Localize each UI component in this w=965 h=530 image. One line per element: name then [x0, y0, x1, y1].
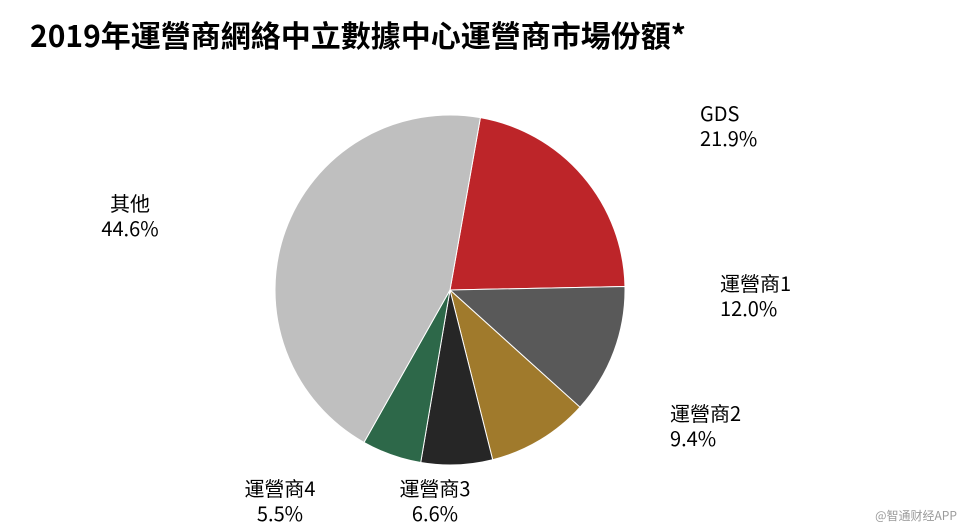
slice-label-name: 其他	[60, 190, 200, 215]
slice-label-value: 21.9%	[700, 125, 757, 150]
slice-label-other: 其他44.6%	[60, 190, 200, 240]
slice-label-value: 44.6%	[60, 215, 200, 240]
slice-label-gds: GDS21.9%	[700, 100, 757, 150]
slice-label-name: 運營商2	[670, 400, 741, 425]
pie-chart	[0, 60, 965, 530]
slice-label-value: 12.0%	[720, 295, 791, 320]
slice-label-value: 5.5%	[210, 500, 350, 525]
chart-area: GDS21.9% 運營商112.0% 運營商29.4% 運營商36.6% 運營商45.5…	[0, 60, 965, 530]
watermark-text: @智通财经APP	[875, 507, 957, 524]
slice-label-op3: 運營商36.6%	[365, 475, 505, 525]
slice-label-value: 6.6%	[365, 500, 505, 525]
slice-label-op4: 運營商45.5%	[210, 475, 350, 525]
slice-label-op2: 運營商29.4%	[670, 400, 741, 450]
slice-label-name: GDS	[700, 100, 757, 125]
slice-label-name: 運營商1	[720, 270, 791, 295]
slice-label-name: 運營商3	[365, 475, 505, 500]
slice-label-value: 9.4%	[670, 425, 741, 450]
chart-title: 2019年運營商網絡中立數據中心運營商市場份額*	[30, 12, 686, 56]
slice-label-op1: 運營商112.0%	[720, 270, 791, 320]
slice-label-name: 運營商4	[210, 475, 350, 500]
